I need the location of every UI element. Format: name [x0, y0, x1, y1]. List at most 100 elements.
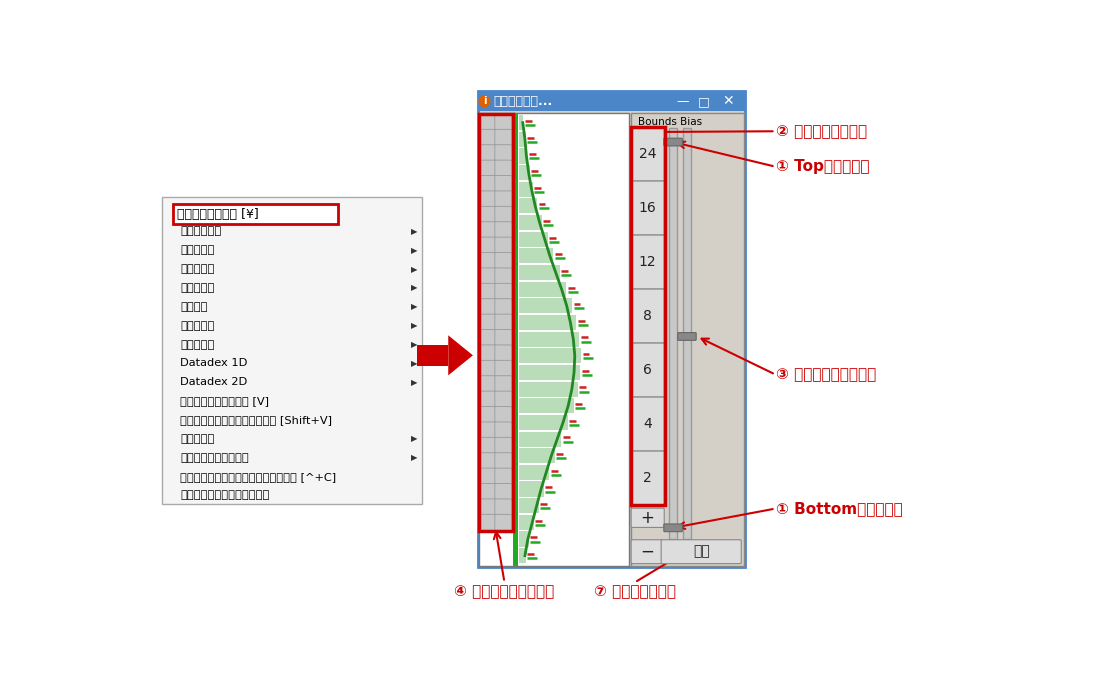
FancyBboxPatch shape	[480, 376, 496, 393]
FancyBboxPatch shape	[477, 91, 746, 567]
FancyBboxPatch shape	[519, 415, 568, 430]
FancyBboxPatch shape	[519, 515, 534, 530]
FancyBboxPatch shape	[519, 465, 549, 480]
FancyBboxPatch shape	[480, 452, 496, 470]
FancyBboxPatch shape	[519, 198, 537, 214]
FancyBboxPatch shape	[495, 361, 512, 377]
FancyBboxPatch shape	[480, 406, 496, 423]
Text: ▶: ▶	[411, 453, 418, 462]
Text: ② プリセットボタン: ② プリセットボタン	[776, 124, 867, 139]
FancyBboxPatch shape	[519, 132, 526, 147]
FancyBboxPatch shape	[519, 248, 553, 264]
Text: Bounds Bias: Bounds Bias	[638, 117, 703, 127]
FancyBboxPatch shape	[495, 222, 512, 239]
FancyBboxPatch shape	[480, 145, 496, 161]
FancyBboxPatch shape	[519, 532, 529, 546]
Text: 等高線調整ツ...: 等高線調整ツ...	[494, 95, 553, 108]
FancyBboxPatch shape	[631, 451, 664, 505]
Text: ▶: ▶	[411, 227, 418, 236]
Text: 現在の表示状態を保存 [V]: 現在の表示状態を保存 [V]	[180, 396, 270, 406]
FancyBboxPatch shape	[495, 283, 512, 300]
Text: オプション: オプション	[180, 245, 214, 255]
Text: ✕: ✕	[723, 94, 735, 109]
Text: ▶: ▶	[411, 302, 418, 311]
Text: ▶: ▶	[411, 321, 418, 330]
FancyBboxPatch shape	[519, 381, 578, 397]
FancyBboxPatch shape	[477, 91, 746, 111]
FancyBboxPatch shape	[669, 128, 676, 539]
Text: ⑦ 「適用」ボタン: ⑦ 「適用」ボタン	[594, 584, 675, 599]
FancyBboxPatch shape	[480, 160, 496, 177]
Text: 8: 8	[644, 309, 652, 323]
FancyBboxPatch shape	[519, 448, 554, 464]
FancyBboxPatch shape	[480, 222, 496, 239]
FancyBboxPatch shape	[495, 391, 512, 408]
Text: ① Bottomスライダー: ① Bottomスライダー	[776, 501, 902, 516]
FancyBboxPatch shape	[480, 191, 496, 208]
Text: 16: 16	[639, 201, 657, 215]
FancyBboxPatch shape	[495, 345, 512, 362]
FancyBboxPatch shape	[495, 468, 512, 485]
FancyBboxPatch shape	[480, 299, 496, 316]
Text: 24: 24	[639, 147, 657, 161]
FancyBboxPatch shape	[480, 422, 496, 439]
FancyBboxPatch shape	[495, 206, 512, 223]
FancyBboxPatch shape	[631, 539, 662, 564]
FancyBboxPatch shape	[480, 253, 496, 269]
FancyBboxPatch shape	[480, 391, 496, 408]
FancyBboxPatch shape	[495, 514, 512, 531]
FancyBboxPatch shape	[495, 145, 512, 161]
FancyBboxPatch shape	[480, 175, 496, 193]
FancyBboxPatch shape	[480, 484, 496, 500]
FancyBboxPatch shape	[480, 437, 496, 454]
Text: データ描画: データ描画	[180, 283, 214, 293]
FancyBboxPatch shape	[480, 314, 496, 331]
Text: 単位の選択: 単位の選択	[180, 321, 214, 331]
Text: ジオメトリをクリップボードにコピー [^+C]: ジオメトリをクリップボードにコピー [^+C]	[180, 472, 337, 482]
Text: 表示モード: 表示モード	[180, 264, 214, 274]
FancyBboxPatch shape	[519, 232, 548, 247]
FancyBboxPatch shape	[661, 539, 741, 564]
FancyBboxPatch shape	[495, 237, 512, 254]
FancyBboxPatch shape	[173, 205, 338, 224]
FancyBboxPatch shape	[480, 283, 496, 300]
FancyBboxPatch shape	[480, 499, 496, 516]
FancyBboxPatch shape	[519, 299, 572, 313]
FancyBboxPatch shape	[519, 182, 532, 197]
FancyBboxPatch shape	[519, 265, 560, 280]
FancyBboxPatch shape	[519, 432, 561, 447]
FancyBboxPatch shape	[480, 361, 496, 377]
FancyBboxPatch shape	[495, 114, 512, 131]
FancyBboxPatch shape	[480, 514, 496, 531]
FancyBboxPatch shape	[495, 499, 512, 516]
FancyBboxPatch shape	[418, 345, 449, 366]
Text: すべてのパラメータをコピー: すべてのパラメータをコピー	[180, 491, 270, 500]
Text: ▶: ▶	[411, 340, 418, 349]
Text: i: i	[483, 96, 486, 106]
FancyBboxPatch shape	[519, 115, 524, 130]
FancyBboxPatch shape	[480, 468, 496, 485]
FancyBboxPatch shape	[480, 206, 496, 223]
Text: Datadex 1D: Datadex 1D	[180, 358, 248, 368]
FancyBboxPatch shape	[630, 113, 744, 566]
Text: ▶: ▶	[411, 264, 418, 274]
FancyBboxPatch shape	[495, 376, 512, 393]
FancyBboxPatch shape	[495, 299, 512, 316]
FancyBboxPatch shape	[519, 165, 530, 180]
FancyBboxPatch shape	[631, 235, 664, 289]
Text: ▶: ▶	[411, 246, 418, 255]
FancyBboxPatch shape	[480, 268, 496, 285]
FancyBboxPatch shape	[480, 345, 496, 362]
FancyBboxPatch shape	[683, 128, 691, 539]
FancyBboxPatch shape	[480, 129, 496, 146]
FancyBboxPatch shape	[519, 548, 526, 563]
FancyBboxPatch shape	[480, 114, 496, 131]
FancyBboxPatch shape	[631, 289, 664, 343]
FancyBboxPatch shape	[519, 348, 581, 363]
FancyBboxPatch shape	[678, 333, 696, 340]
FancyBboxPatch shape	[519, 148, 527, 164]
FancyBboxPatch shape	[495, 314, 512, 331]
FancyBboxPatch shape	[631, 181, 664, 235]
Text: ③ バイアススライダー: ③ バイアススライダー	[776, 367, 876, 382]
Text: ① Topスライダー: ① Topスライダー	[776, 159, 869, 174]
